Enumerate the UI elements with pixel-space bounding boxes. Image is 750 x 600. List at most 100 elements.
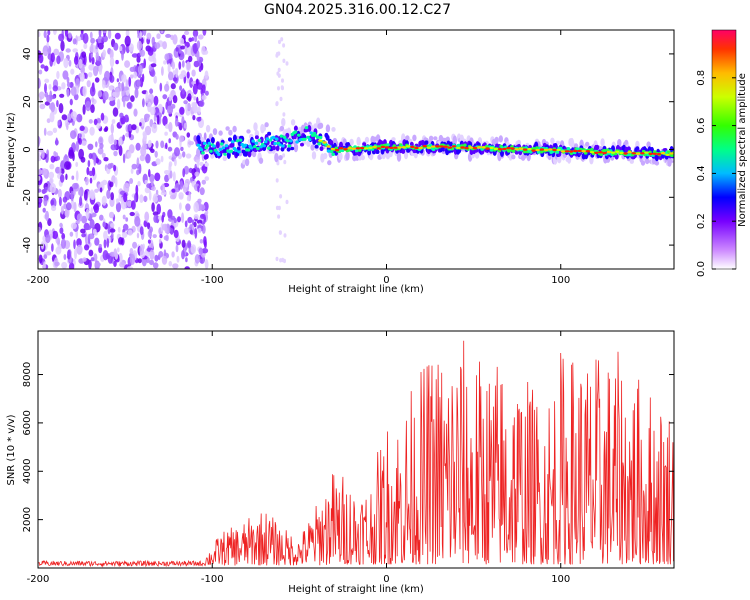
spectrogram-noise-blob [103,230,108,240]
spectrogram-noise-blob [84,73,88,79]
spectrogram-noise-blob [159,82,163,92]
spectrogram-noise-blob [70,86,77,97]
spectrogram-noise-blob [170,228,174,235]
spectrogram-noise-blob [102,91,109,101]
spectrogram-noise-blob [53,48,60,56]
spectrogram-noise-blob [144,125,152,136]
spectrogram-track-peak [322,141,327,144]
spectrogram-noise-blob [114,32,121,40]
spectrogram-track-halo [253,122,258,132]
spectrogram-noise-blob [174,158,177,167]
spectrogram-track-peak [477,146,482,149]
spectrogram-noise-blob [150,63,157,68]
spectrogram-track-peak [518,147,524,150]
spectrogram-noise-blob [139,226,144,236]
spectrogram-noise-blob [150,148,155,153]
spectrogram-noise-blob [102,49,107,58]
spectrogram-noise-blob [72,38,77,45]
spectrogram-noise-blob [116,78,120,83]
spectrogram-noise-blob [87,190,92,198]
spectrogram-noise-blob [163,60,167,65]
spectrogram-track-core [265,137,270,141]
spectrogram-noise-blob [184,45,188,56]
spectrogram-noise-blob [282,58,286,63]
spectrogram-noise-blob [168,121,173,133]
spectrogram-noise-blob [117,247,120,253]
spectrogram-track-halo [550,137,555,144]
spectrogram-track-core [576,147,580,151]
spectrogram-noise-blob [131,53,139,58]
spectrogram-track-halo [452,135,457,146]
spectrogram-track-band [312,138,317,145]
spectrogram-noise-blob [96,123,101,129]
spectrogram-noise-blob [193,135,198,142]
spectrogram-noise-blob [139,30,143,39]
spectrogram-track-halo [349,138,354,146]
spectrogram-noise-blob [153,95,159,106]
spectrogram-noise-blob [158,251,164,258]
spectrogram-noise-blob [125,183,130,188]
spectrogram-track-band [290,146,295,151]
spectrogram-noise-blob [118,237,124,245]
spectrogram-track-core [271,135,276,139]
spectrogram-track-peak [539,148,545,151]
spectrogram-noise-blob [88,233,95,240]
spectrogram-noise-blob [101,80,106,89]
spectrogram-track-peak [481,146,486,149]
spectrogram-noise-blob [119,45,123,52]
spectrogram-noise-blob [144,179,148,185]
spectrogram-noise-blob [41,149,45,159]
spectrogram-track-band [285,132,290,138]
spectrogram-track-peak [330,147,335,151]
spectrogram-noise-blob [47,218,52,227]
spectrogram-track-peak [535,148,540,152]
spectrogram-track-core [263,140,268,144]
spectrogram-noise-blob [151,186,156,192]
spectrogram-noise-blob [277,86,280,91]
spectrogram-noise-blob [99,142,104,149]
spectrogram-track-halo [640,159,646,166]
spectrogram-noise-blob [179,37,185,45]
spectrogram-track-halo [218,130,223,136]
spectrogram-noise-blob [181,212,185,223]
spectrogram-track-band [379,140,384,146]
spectrogram-noise-blob [78,189,82,196]
spectrogram-noise-blob [49,183,57,194]
spectrogram-noise-blob [149,173,155,183]
spectrogram-track-peak [334,148,340,152]
spectrogram-track-core [329,149,334,154]
spectrogram-noise-blob [155,189,159,195]
spectrogram-noise-blob [107,224,111,235]
spectrogram-noise-blob [204,259,209,269]
spectrogram-noise-blob [189,229,194,235]
spectrogram-noise-blob [201,224,206,234]
spectrogram-track-halo [338,152,343,161]
spectrogram-noise-blob [164,53,170,61]
spectrogram-noise-blob [59,93,65,98]
colorbar: 0.0 0.2 0.4 0.6 0.8 Normalized spectral ampl… [696,29,748,277]
spectrogram-noise-blob [152,211,159,216]
spectrogram-noise-blob [112,107,119,117]
spectrogram-noise-blob [179,73,184,80]
spectrogram-y-tick-label: -40 [22,237,33,253]
spectrogram-noise-blob [68,262,75,269]
spectrogram-noise-blob [189,77,194,89]
spectrogram-noise-blob [201,248,209,254]
spectrogram-track-peak [447,146,453,149]
colorbar-tick-label: 0.0 [696,261,707,277]
spectrogram-track-halo [364,136,370,143]
spectrogram-track-halo [428,135,434,142]
spectrogram-noise-blob [98,136,104,146]
spectrogram-noise-blob [285,199,289,205]
spectrogram-track-core [251,139,255,143]
spectrogram-noise-blob [107,163,113,170]
spectrogram-noise-blob [188,141,194,146]
spectrogram-noise-blob [197,185,200,193]
spectrogram-noise-blob [91,97,95,103]
spectrogram-noise-blob [183,227,190,235]
spectrogram-track-halo [345,150,350,161]
spectrogram-noise-blob [197,227,202,234]
spectrogram-noise-blob [75,161,79,167]
spectrogram-noise-blob [88,71,93,78]
